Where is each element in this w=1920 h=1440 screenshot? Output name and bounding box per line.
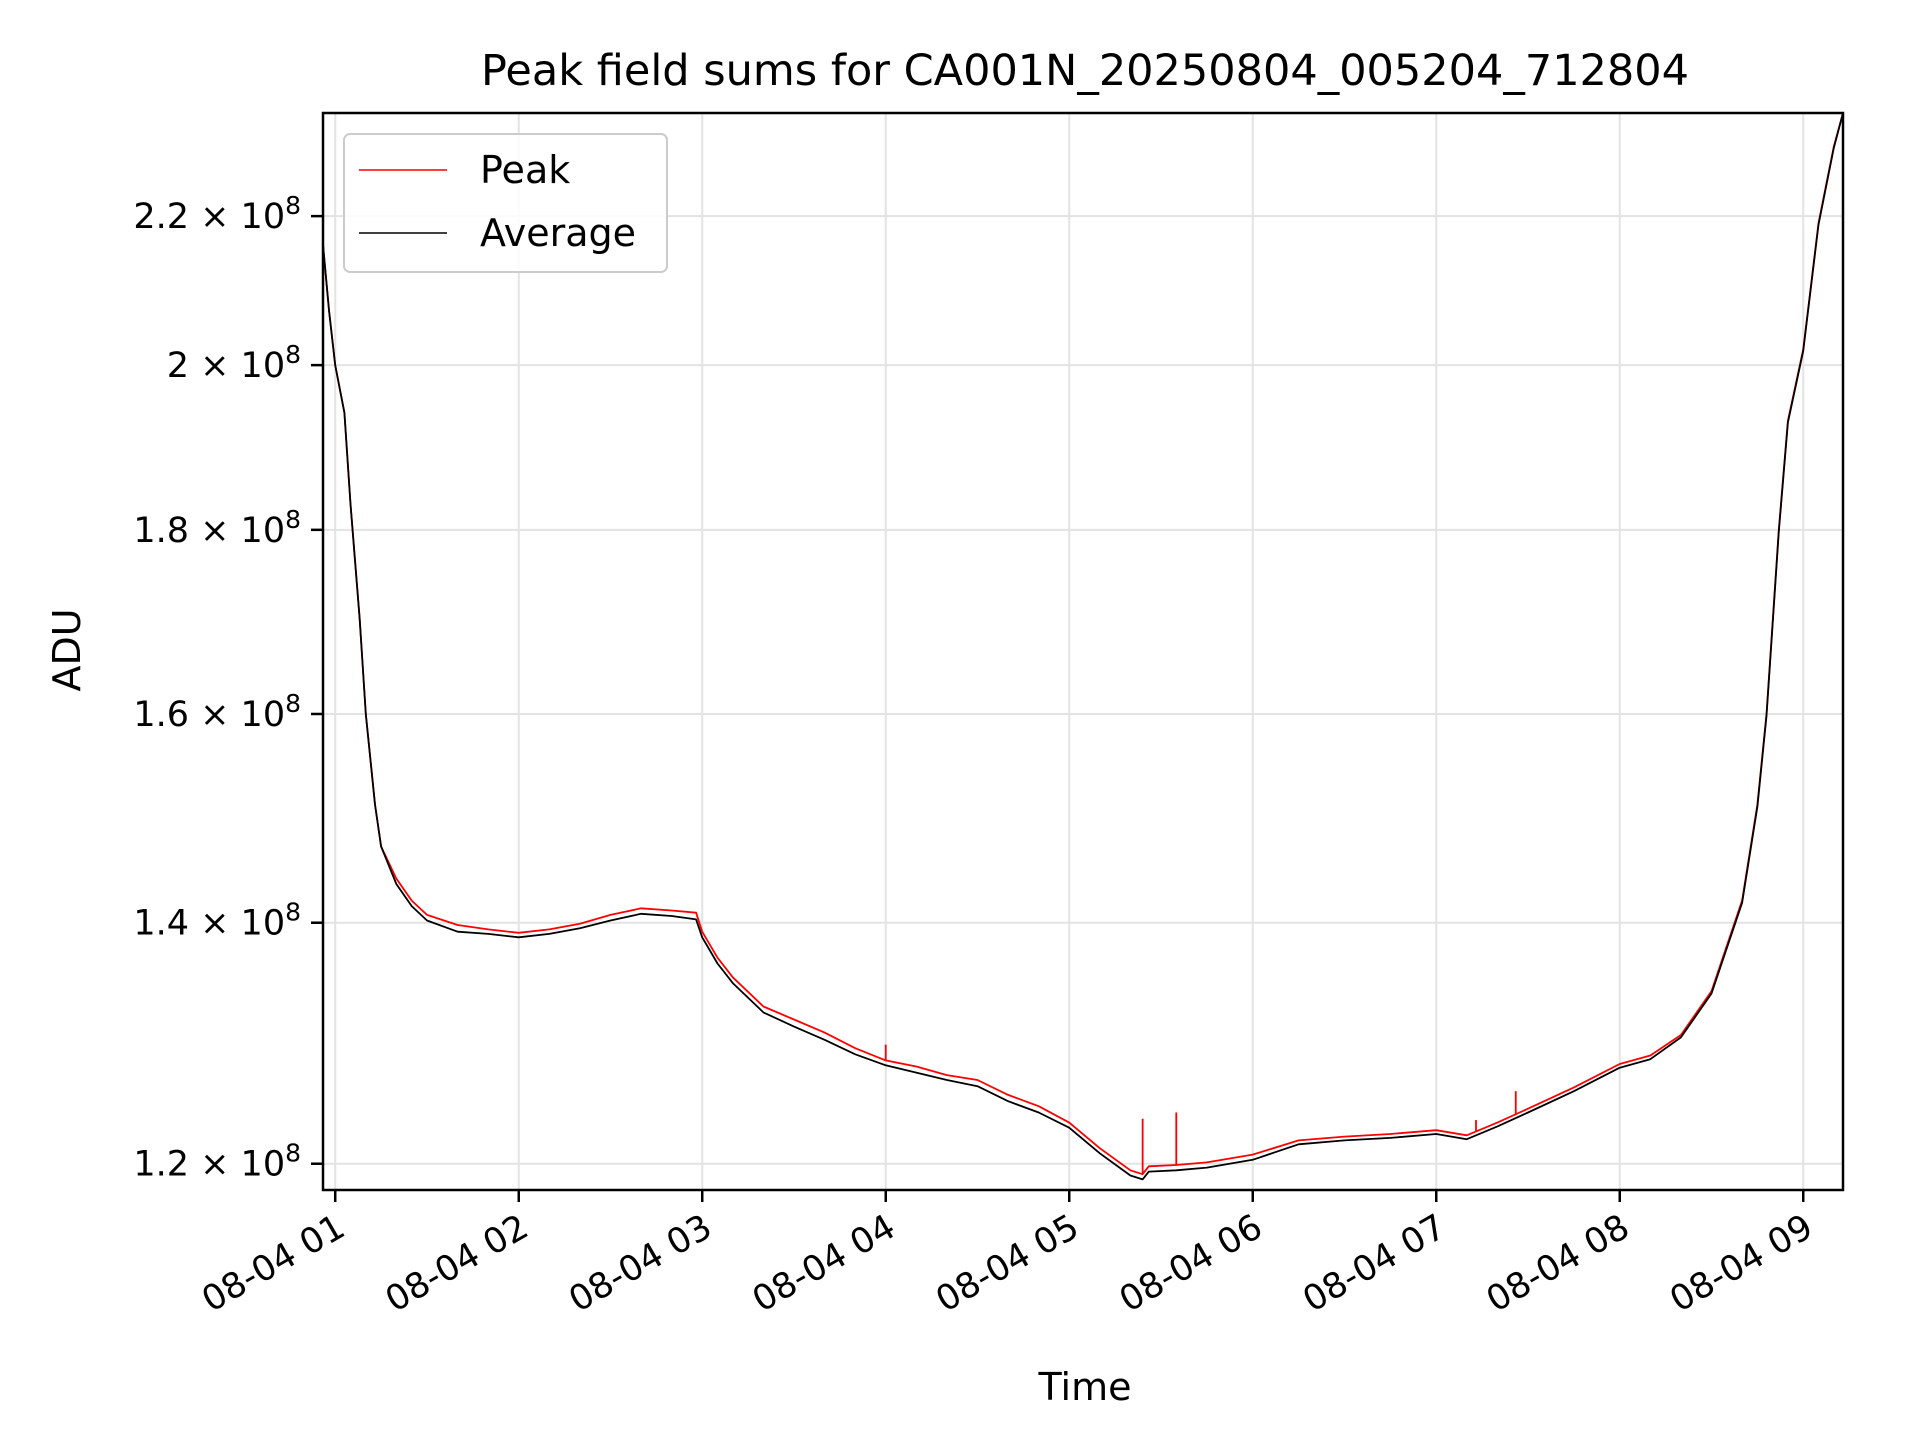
legend-label-peak: Peak bbox=[480, 148, 570, 192]
y-tick-label-1-4: 1.4 × 108 bbox=[133, 898, 301, 944]
series-line-average bbox=[322, 112, 1844, 1181]
y-tick-label-1-2: 1.2 × 108 bbox=[133, 1139, 301, 1185]
legend: Peak Average bbox=[343, 133, 668, 273]
y-tick-label-2: 2 × 108 bbox=[167, 340, 301, 386]
x-axis-label: Time bbox=[1038, 1365, 1132, 1409]
chart-title: Peak field sums for CA001N_20250804_0052… bbox=[481, 46, 1689, 96]
series-line-peak bbox=[322, 112, 1844, 1176]
series-layer bbox=[322, 112, 1844, 1181]
y-tick-label-1-6: 1.6 × 108 bbox=[133, 689, 301, 735]
y-axis: 1.2 × 108 1.4 × 108 1.6 × 108 1.8 × 108 2 × … bbox=[133, 191, 323, 1185]
y-tick-label-1-8: 1.8 × 108 bbox=[133, 505, 301, 551]
plot-frame bbox=[321, 111, 1845, 1192]
grid bbox=[323, 113, 1843, 1190]
legend-box bbox=[343, 133, 668, 273]
legend-label-average: Average bbox=[480, 211, 636, 255]
y-axis-label: ADU bbox=[45, 608, 89, 691]
y-tick-label-2-2: 2.2 × 108 bbox=[133, 191, 301, 237]
